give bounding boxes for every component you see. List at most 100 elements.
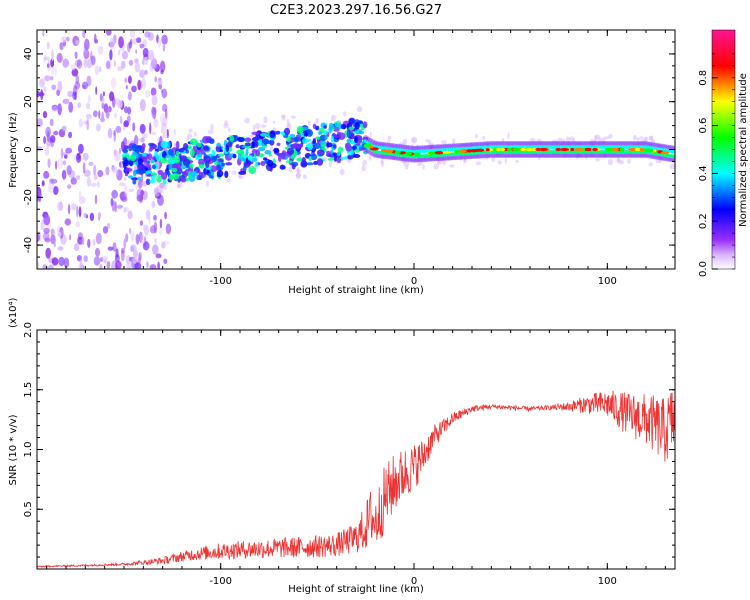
spectrogram-noise-cell: [136, 37, 142, 44]
spectrogram-noise-cell: [75, 39, 80, 45]
spectrogram-noise-cell: [119, 182, 126, 187]
spectrogram-noise-cell: [158, 227, 163, 235]
spectrogram-noise-cell: [135, 49, 138, 54]
spectrogram-band-cell: [332, 152, 338, 156]
spectrogram-halo-cell: [173, 142, 176, 149]
spectrogram-ylabel: Frequency (Hz): [8, 112, 19, 188]
spectrogram-noise-cell: [154, 76, 157, 83]
spectrogram-noise-cell: [37, 195, 42, 203]
spectrogram-noise-cell: [80, 256, 83, 268]
spectrogram-band-cell: [211, 155, 218, 161]
spectrogram-noise-cell: [151, 106, 157, 116]
spectrogram-noise-cell: [50, 178, 58, 184]
spectrogram-peak-cell: [383, 149, 393, 153]
spectrogram-band-cell: [229, 135, 234, 142]
spectrogram-noise-cell: [124, 77, 128, 83]
spectrogram-noise-cell: [153, 221, 158, 234]
spectrogram-noise-cell: [60, 147, 64, 159]
spectrogram-band-cell: [128, 175, 134, 179]
spectrogram-noise-cell: [62, 58, 69, 68]
spectrogram-noise-cell: [85, 102, 91, 110]
spectrogram-halo-cell: [643, 137, 649, 142]
spectrogram-noise-cell: [119, 161, 122, 168]
spectrogram-noise-cell: [134, 58, 139, 64]
spectrogram-band-cell: [235, 144, 240, 149]
spectrogram-halo-cell: [296, 166, 300, 174]
spectrogram-noise-cell: [77, 236, 84, 245]
spectrogram-band-cell: [185, 177, 189, 182]
spectrogram-noise-cell: [113, 130, 116, 143]
spectrogram-halo-cell: [153, 190, 158, 196]
spectrogram-halo-cell: [161, 134, 168, 139]
spectrogram-halo-cell: [411, 136, 418, 144]
spectrogram-band-cell: [301, 157, 306, 163]
spectrogram-band-cell: [218, 153, 225, 157]
spectrogram-noise-cell: [37, 232, 40, 242]
spectrogram-band-cell: [282, 150, 286, 155]
spectrogram-noise-cell: [76, 59, 83, 69]
snr-ylabel: SNR (10 * v/v): [8, 414, 19, 485]
spectrogram-noise-cell: [137, 179, 143, 189]
spectrogram-ytick-label: -20: [23, 189, 34, 205]
spectrogram-noise-cell: [42, 30, 45, 37]
spectrogram-noise-cell: [94, 65, 100, 76]
spectrogram-halo-cell: [504, 157, 507, 164]
snr-xtick-label: -100: [209, 576, 232, 587]
spectrogram-noise-cell: [65, 147, 73, 154]
spectrogram-noise-cell: [153, 214, 157, 221]
spectrogram-band-cell: [333, 135, 339, 139]
spectrogram-noise-cell: [118, 36, 124, 49]
spectrogram-halo-cell: [369, 131, 372, 137]
spectrogram-peak-cell: [454, 150, 460, 154]
spectrogram-noise-cell: [64, 218, 72, 226]
spectrogram-noise-cell: [161, 34, 168, 45]
spectrogram-halo-cell: [281, 114, 286, 119]
spectrogram-noise-cell: [163, 258, 168, 264]
spectrogram-band-cell: [320, 144, 326, 148]
spectrogram-noise-cell: [112, 96, 116, 108]
snr-ytick-label: 1.0: [23, 442, 34, 458]
spectrogram-halo-cell: [238, 173, 242, 179]
colorbar-ticks: 0.0 0.2 0.4 0.6 0.8: [698, 53, 735, 277]
spectrogram-noise-cell: [134, 134, 139, 147]
spectrogram-halo-cell: [151, 131, 156, 135]
spectrogram-noise-cell: [53, 241, 56, 248]
spectrogram-band-cell: [318, 131, 323, 135]
spectrogram-noise-cell: [67, 184, 72, 189]
spectrogram-peak-cell: [458, 149, 467, 153]
spectrogram-band-cell: [171, 167, 178, 173]
spectrogram-halo-cell: [632, 135, 637, 141]
spectrogram-band-cell: [312, 123, 317, 130]
spectrogram-noise-cell: [48, 137, 54, 143]
spectrogram-band-cell: [362, 121, 368, 129]
spectrogram-noise-cell: [138, 231, 143, 243]
spectrogram-noise-cell: [98, 110, 101, 119]
spectrogram-noise-cell: [51, 105, 59, 113]
spectrogram-band-cell: [159, 157, 168, 164]
spectrogram-noise-cell: [37, 118, 43, 128]
spectrogram-noise-cell: [147, 32, 154, 41]
spectrogram-halo-cell: [315, 118, 319, 125]
spectrogram-noise-cell: [82, 152, 89, 161]
spectrogram-halo-cell: [648, 162, 653, 167]
spectrogram-band-cell: [244, 137, 252, 142]
spectrogram-halo-cell: [303, 174, 307, 180]
spectrogram-peak-cell: [507, 147, 513, 152]
spectrogram-peak-cell: [471, 149, 476, 153]
spectrogram-band-cell: [132, 179, 137, 185]
spectrogram-band-cell: [224, 170, 229, 178]
spectrogram-band-cell: [332, 144, 337, 149]
spectrogram-band-cell: [175, 140, 180, 149]
spectrogram-halo-cell: [380, 160, 385, 167]
spectrogram-peak-cell: [634, 147, 640, 152]
spectrogram-noise-cell: [41, 180, 45, 187]
spectrogram-halo-cell: [158, 190, 164, 194]
spectrogram-noise-cell: [39, 78, 45, 88]
spectrogram-noise-cell: [74, 51, 78, 59]
spectrogram-band-cell: [255, 149, 260, 157]
spectrogram-band-cell: [293, 136, 299, 143]
spectrogram-noise-cell: [143, 56, 149, 66]
snr-ytick-label: 1.5: [23, 382, 34, 398]
spectrogram-band-cell: [355, 148, 360, 153]
spectrogram-band-cell: [240, 157, 246, 162]
